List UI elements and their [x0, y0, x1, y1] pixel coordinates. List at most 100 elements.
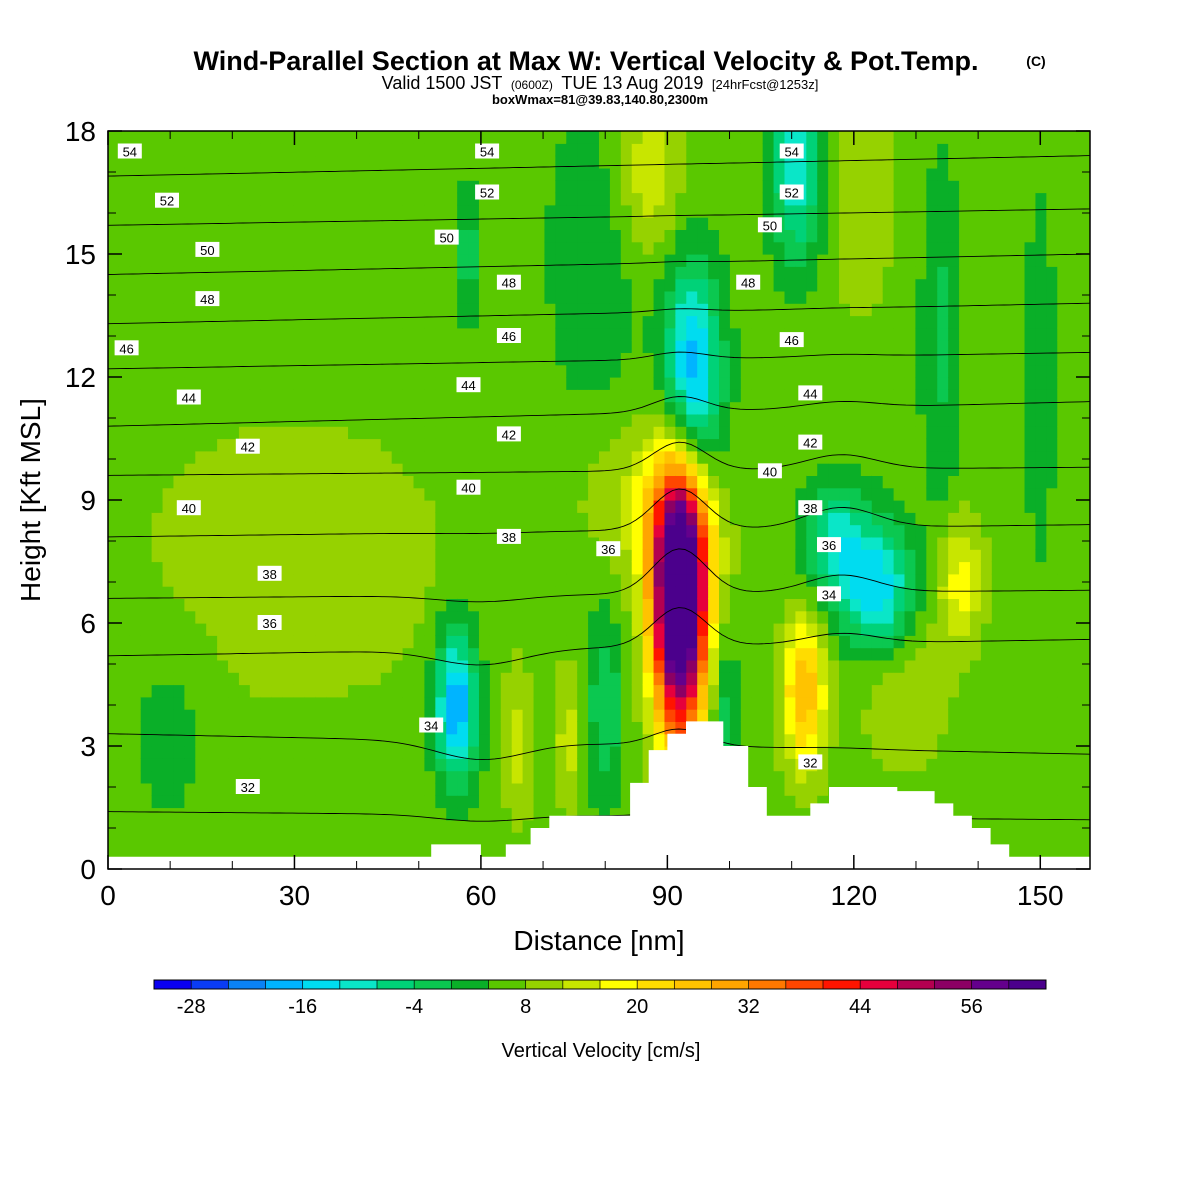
- w-cell: [140, 758, 153, 772]
- w-cell: [326, 143, 338, 157]
- w-cell: [795, 463, 807, 476]
- w-cell: [468, 524, 480, 538]
- w-cell: [162, 709, 175, 722]
- w-cell: [620, 573, 633, 587]
- w-cell: [708, 709, 720, 722]
- w-cell: [642, 204, 655, 218]
- w-cell: [959, 807, 971, 821]
- w-cell: [184, 401, 196, 415]
- w-cell: [326, 746, 338, 759]
- w-cell: [304, 401, 316, 415]
- w-cell: [413, 598, 426, 612]
- w-cell: [108, 746, 120, 759]
- w-cell: [751, 463, 764, 476]
- w-cell: [118, 733, 131, 747]
- w-cell: [162, 438, 175, 452]
- w-cell: [926, 217, 938, 230]
- w-cell: [511, 377, 524, 390]
- w-cell: [129, 463, 142, 476]
- w-cell: [817, 217, 829, 230]
- w-cell: [140, 254, 153, 267]
- w-cell: [162, 303, 175, 317]
- w-cell: [915, 758, 927, 772]
- w-cell: [708, 401, 720, 415]
- w-cell: [391, 623, 404, 636]
- w-cell: [577, 573, 589, 587]
- w-cell: [260, 733, 273, 747]
- w-cell: [664, 266, 676, 280]
- w-cell: [424, 549, 436, 563]
- w-cell: [609, 352, 622, 366]
- w-cell: [599, 573, 611, 587]
- w-cell: [784, 463, 796, 476]
- w-cell: [206, 377, 218, 390]
- w-cell: [369, 561, 382, 575]
- w-cell: [719, 696, 731, 710]
- w-cell: [511, 315, 524, 329]
- w-cell: [337, 746, 349, 759]
- w-cell: [173, 524, 185, 538]
- w-cell: [937, 647, 949, 661]
- w-cell: [206, 229, 218, 243]
- w-cell: [413, 463, 426, 476]
- w-cell: [173, 549, 185, 563]
- w-cell: [162, 413, 175, 427]
- w-cell: [162, 315, 175, 329]
- w-cell: [697, 684, 709, 698]
- w-cell: [326, 167, 338, 181]
- w-cell: [893, 623, 906, 636]
- w-cell: [293, 180, 305, 194]
- w-cell: [293, 758, 305, 772]
- w-cell: [446, 586, 458, 599]
- w-cell: [980, 180, 993, 194]
- w-cell: [140, 500, 153, 513]
- w-cell: [620, 413, 633, 427]
- w-cell: [348, 450, 360, 464]
- w-cell: [948, 131, 960, 144]
- w-cell: [762, 180, 775, 194]
- w-cell: [315, 733, 327, 747]
- w-cell: [446, 303, 458, 317]
- w-cell: [108, 487, 120, 501]
- w-cell: [195, 340, 207, 353]
- w-cell: [806, 217, 818, 230]
- w-cell: [959, 475, 971, 489]
- w-cell: [860, 696, 873, 710]
- w-cell: [315, 463, 327, 476]
- w-cell: [369, 229, 382, 243]
- w-cell: [217, 549, 229, 563]
- w-cell: [511, 475, 524, 489]
- w-cell: [162, 204, 175, 218]
- w-cell: [969, 524, 982, 538]
- w-cell: [980, 364, 993, 378]
- w-cell: [719, 586, 731, 599]
- w-cell: [751, 389, 764, 403]
- w-cell: [686, 340, 698, 353]
- w-cell: [708, 290, 720, 304]
- w-cell: [620, 487, 633, 501]
- w-cell: [326, 758, 338, 772]
- w-cell: [337, 352, 349, 366]
- w-cell: [904, 266, 917, 280]
- w-cell: [609, 500, 622, 513]
- w-cell: [206, 192, 218, 206]
- w-cell: [664, 475, 676, 489]
- w-cell: [468, 561, 480, 575]
- w-cell: [162, 229, 175, 243]
- w-cell: [642, 758, 655, 772]
- w-cell: [511, 340, 524, 353]
- w-cell: [588, 758, 600, 772]
- w-cell: [599, 684, 611, 698]
- w-cell: [937, 610, 949, 624]
- w-cell: [719, 573, 731, 587]
- w-cell: [402, 782, 415, 796]
- w-cell: [588, 303, 600, 317]
- w-cell: [773, 573, 786, 587]
- w-cell: [740, 573, 753, 587]
- w-cell: [369, 635, 382, 649]
- w-cell: [773, 696, 786, 710]
- w-cell: [424, 413, 436, 427]
- w-cell: [533, 758, 546, 772]
- w-cell: [980, 782, 993, 796]
